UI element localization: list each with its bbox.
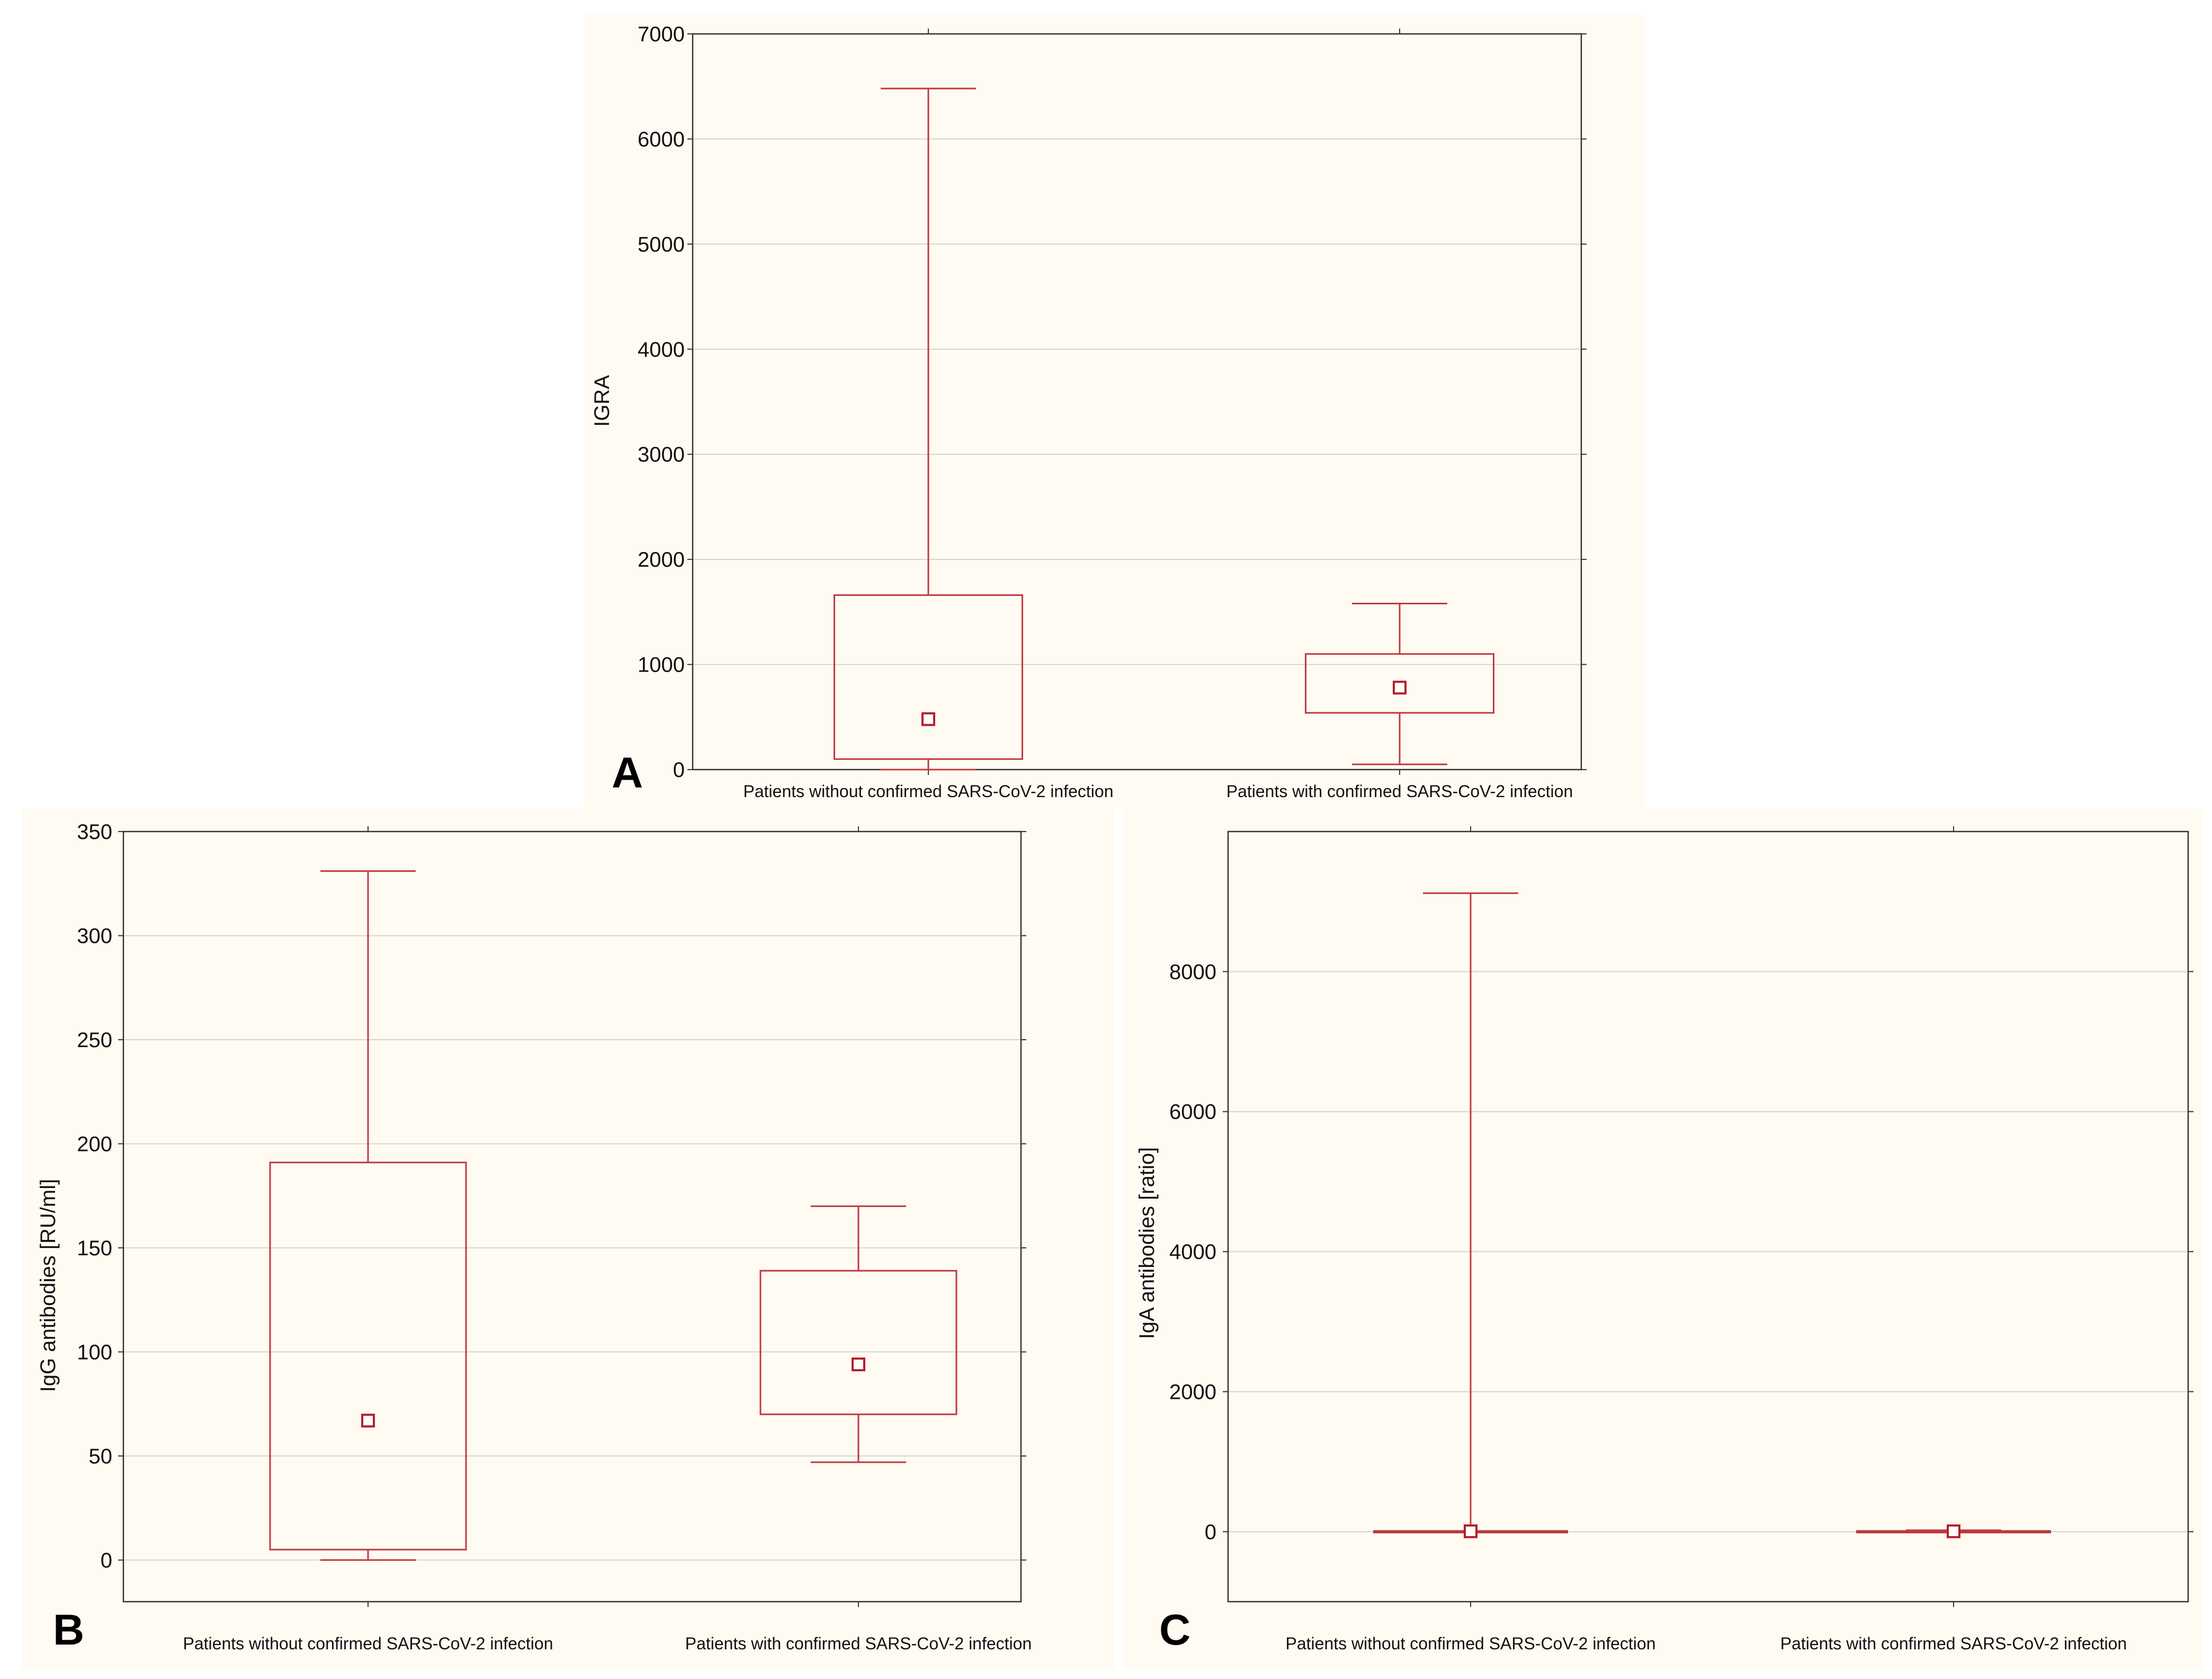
y-tick-label: 0 — [673, 758, 685, 782]
plot-frame — [692, 33, 1582, 771]
panel-b: 0 50 100 150 200 250 300 350 Patients without co… — [22, 809, 1114, 1669]
iqr-box — [834, 594, 1023, 760]
median-marker — [1464, 1524, 1477, 1539]
y-tick-label: 1000 — [638, 654, 685, 677]
panel-letter: A — [612, 749, 643, 797]
y-tick-label: 6000 — [1169, 1101, 1216, 1124]
iqr-box — [1305, 653, 1494, 714]
panel-c: 0 2000 4000 6000 8000 Patients without confir… — [1124, 809, 2203, 1669]
panel-letter: C — [1159, 1606, 1190, 1654]
y-tick-label: 5000 — [638, 233, 685, 256]
y-tick-label: 0 — [1205, 1521, 1216, 1544]
boxplot-iga: 0 2000 4000 6000 8000 Patients without confir… — [1135, 826, 2193, 1654]
y-tick-label: 250 — [77, 1029, 112, 1052]
y-axis-title: IGRA — [590, 375, 614, 427]
iqr-box — [269, 1162, 467, 1551]
x-category-label: Patients without confirmed SARS-CoV-2 in… — [183, 1634, 553, 1653]
median-marker — [1393, 681, 1407, 695]
y-tick-label: 2000 — [1169, 1380, 1216, 1404]
x-category-label: Patients with confirmed SARS-CoV-2 infec… — [685, 1634, 1032, 1653]
y-tick-label: 150 — [77, 1237, 112, 1260]
y-tick-label: 4000 — [638, 338, 685, 361]
y-tick-label: 300 — [77, 924, 112, 948]
x-category-label: Patients with confirmed SARS-CoV-2 infec… — [1780, 1634, 2127, 1653]
y-axis-title: IgG antibodies [RU/ml] — [37, 1179, 60, 1392]
x-category-label: Patients without confirmed SARS-CoV-2 in… — [744, 782, 1114, 801]
y-tick-label: 3000 — [638, 443, 685, 467]
y-tick-label: 4000 — [1169, 1240, 1216, 1264]
median-marker — [852, 1358, 865, 1372]
y-tick-label: 2000 — [638, 548, 685, 571]
y-tick-label: 8000 — [1169, 960, 1216, 984]
y-tick-label: 6000 — [638, 128, 685, 151]
y-axis-title: IgA antibodies [ratio] — [1135, 1147, 1159, 1339]
y-tick-label: 200 — [77, 1132, 112, 1156]
y-tick-label: 0 — [101, 1549, 112, 1572]
plot-frame — [1227, 830, 2189, 1603]
boxplot-igg: 0 50 100 150 200 250 300 350 Patients without co… — [37, 820, 1032, 1654]
boxplot-igra: 0 1000 2000 3000 4000 5000 6000 7000 Patients wi… — [590, 23, 1587, 801]
y-tick-label: 100 — [77, 1341, 112, 1364]
panel-letter: B — [53, 1606, 84, 1654]
panel-a: 0 1000 2000 3000 4000 5000 6000 7000 Patients wi… — [584, 14, 1645, 809]
iqr-box — [759, 1270, 957, 1415]
median-marker — [361, 1414, 375, 1428]
x-category-label: Patients with confirmed SARS-CoV-2 infec… — [1226, 782, 1573, 801]
median-marker — [1947, 1524, 1960, 1539]
y-tick-label: 350 — [77, 820, 112, 844]
y-tick-label: 7000 — [638, 23, 685, 46]
plot-frame — [122, 830, 1022, 1603]
median-marker — [921, 712, 935, 726]
y-tick-label: 50 — [89, 1445, 113, 1468]
x-category-label: Patients without confirmed SARS-CoV-2 in… — [1286, 1634, 1656, 1653]
